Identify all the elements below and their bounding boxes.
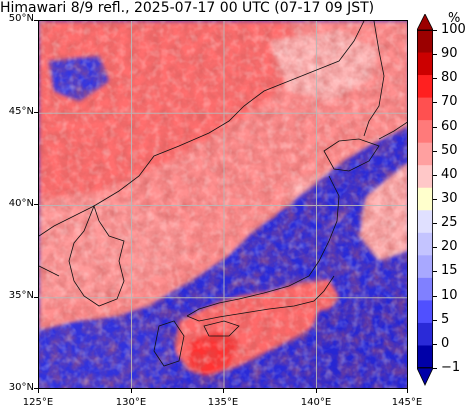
colorbar-tickmark — [433, 247, 437, 249]
cloud-highlights — [39, 21, 407, 388]
lon-tickmark — [316, 389, 317, 393]
map-canvas — [39, 21, 407, 388]
colorbar-segment — [417, 97, 433, 121]
colorbar-segment — [417, 322, 433, 346]
colorbar-label: 30 — [441, 191, 458, 206]
colorbar-label: 20 — [441, 239, 458, 255]
lat-tickmark — [34, 20, 38, 21]
colorbar-tickmark — [433, 78, 437, 80]
lon-tick-145: 145°E — [391, 397, 423, 408]
lat-tickmark — [34, 388, 38, 389]
lon-tick-140: 140°E — [300, 397, 332, 408]
colorbar-label: 80 — [441, 70, 458, 86]
lat-tickmark — [34, 297, 38, 298]
lon-tickmark — [407, 389, 408, 393]
colorbar-segment — [417, 165, 433, 189]
colorbar-tickmark — [433, 368, 437, 369]
colorbar-segment — [417, 187, 433, 211]
colorbar-tickmark — [433, 199, 437, 200]
colorbar-segment — [417, 232, 433, 256]
colorbar-top-arrow — [417, 14, 433, 31]
lat-tickmark — [34, 112, 38, 113]
lat-tickmark — [34, 204, 38, 205]
satellite-reflectance-map — [38, 20, 408, 389]
colorbar-segment — [417, 142, 433, 166]
colorbar-tickmark — [433, 102, 437, 104]
lat-tick-30: 30°N — [8, 382, 34, 393]
colorbar-label: 15 — [441, 263, 458, 279]
colorbar-label: 0 — [441, 335, 450, 351]
colorbar — [417, 30, 433, 368]
colorbar-bottom-arrow — [417, 367, 433, 386]
colorbar-label: 60 — [441, 118, 458, 134]
colorbar-tickmark — [433, 295, 437, 297]
colorbar-segment — [417, 255, 433, 279]
lat-tick-35: 35°N — [8, 290, 34, 301]
map-title: Himawari 8/9 refl., 2025-07-17 00 UTC (0… — [0, 0, 375, 16]
lon-tick-130: 130°E — [115, 397, 147, 408]
colorbar-tickmark — [433, 150, 437, 152]
colorbar-label: 100 — [441, 22, 466, 37]
colorbar-tickmark — [433, 223, 437, 225]
lat-tick-50: 50°N — [8, 13, 34, 24]
lat-tick-40: 40°N — [8, 198, 34, 209]
colorbar-label: 90 — [441, 46, 458, 62]
colorbar-segment — [417, 52, 433, 76]
colorbar-label: 5 — [441, 311, 450, 327]
colorbar-segment — [417, 120, 433, 144]
gridlines — [39, 21, 407, 388]
lon-tick-135: 135°E — [207, 397, 239, 408]
lon-tick-125: 125°E — [22, 397, 54, 408]
colorbar-tickmark — [433, 174, 437, 176]
colorbar-segment — [417, 75, 433, 99]
colorbar-unit: % — [448, 11, 461, 26]
colorbar-label: 40 — [441, 166, 458, 182]
coastlines — [39, 21, 407, 367]
colorbar-label: 70 — [441, 94, 458, 110]
lon-tickmark — [131, 389, 132, 393]
colorbar-tickmark — [433, 54, 437, 56]
colorbar-segment — [417, 210, 433, 234]
colorbar-tickmark — [433, 343, 437, 345]
colorbar-label: 25 — [441, 215, 458, 231]
colorbar-label: 10 — [441, 287, 458, 303]
colorbar-label: −1 — [441, 360, 461, 375]
colorbar-tickmark — [433, 126, 437, 128]
lon-tickmark — [223, 389, 224, 393]
colorbar-tickmark — [433, 271, 437, 273]
colorbar-segment — [417, 300, 433, 324]
colorbar-tickmark — [433, 30, 437, 31]
colorbar-segment — [417, 345, 433, 368]
lat-tick-45: 45°N — [8, 106, 34, 117]
colorbar-tickmark — [433, 319, 437, 321]
colorbar-segment — [417, 30, 433, 54]
lon-tickmark — [38, 389, 39, 393]
colorbar-label: 50 — [441, 142, 458, 158]
colorbar-segment — [417, 277, 433, 301]
